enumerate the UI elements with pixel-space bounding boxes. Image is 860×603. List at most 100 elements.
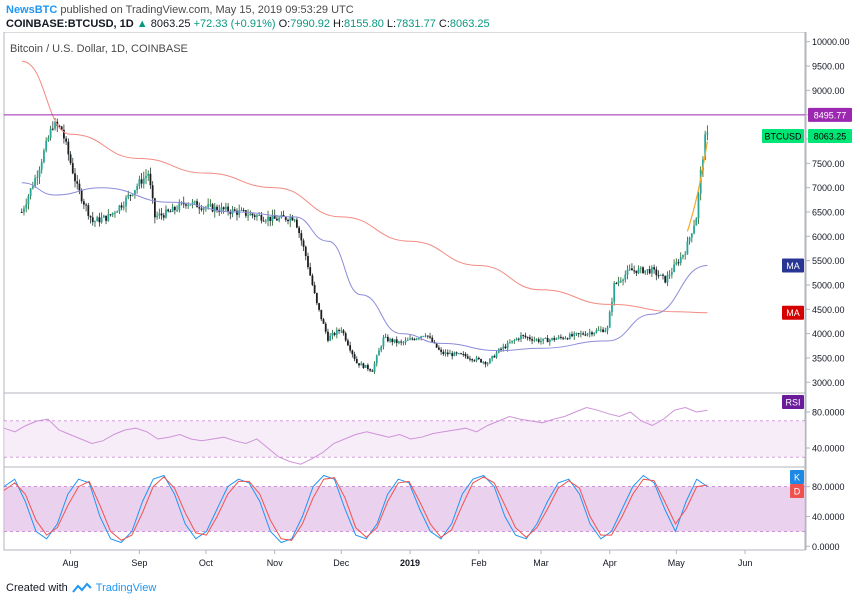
candle-body [469,358,471,360]
candle-body [682,255,684,258]
candle-body [413,339,416,341]
candle-body [173,206,176,211]
chart-area[interactable]: 3000.00 3500.00 4000.00 4500.00 5000.00 5500.… [0,32,860,577]
candle-body [65,138,68,142]
candle-body [25,204,28,209]
candle-body [258,215,261,217]
candle-body [635,270,638,274]
candle-body [178,203,181,210]
created-with-label: Created with [6,582,68,594]
candle-body [271,215,274,222]
svg-text:D: D [794,487,801,497]
candle-body [229,211,232,214]
candle-body [599,329,602,331]
candle-body [542,338,545,342]
stoch-d-tag: D [790,484,804,498]
candle-body [551,337,553,340]
candle-body [557,336,560,339]
candle-body [36,177,39,179]
candle-body [595,330,598,333]
candle-body [373,363,376,372]
candle-body [593,332,596,335]
candle-body [426,335,429,337]
candle-body [91,217,94,223]
candle-body [360,363,363,366]
candle-body [631,268,633,271]
candle-body [591,332,593,335]
candle-body [429,336,431,338]
candle-body [349,345,352,351]
candle-body [134,190,136,195]
tradingview-brand[interactable]: TradingView [95,582,157,594]
price-candles [20,117,709,374]
publisher-name[interactable]: NewsBTC [6,4,58,16]
axis-tags: 8495.77 BTCUSD 8063.25 MA MA RSI KD [762,107,852,498]
candle-body [675,262,678,265]
candle-body [216,206,218,211]
candle-body [102,215,105,218]
candle-body [78,183,81,191]
svg-text:MA: MA [786,261,800,271]
candle-body [43,150,45,163]
candle-body [98,217,101,223]
candle-body [626,269,629,275]
candle-body [276,218,278,221]
candle-body [333,332,336,335]
candle-body [668,274,671,276]
candle-body [586,333,589,336]
candle-body [89,215,92,218]
chart-title: Bitcoin / U.S. Dollar, 1D, COINBASE [10,43,188,55]
candle-body [491,355,494,359]
open-value: 7990.92 [290,18,330,30]
candle-body [247,215,249,217]
candle-body [244,210,247,216]
candle-body [444,352,447,354]
candle-body [611,301,613,313]
time-tick: Mar [533,558,549,568]
candle-body [475,357,478,361]
candle-body [284,216,287,220]
candle-body [688,237,691,242]
ma-fast-line [21,182,708,352]
candle-body [302,240,305,247]
candle-body [58,125,61,127]
candle-body [653,267,656,270]
stoch-d-line [3,476,708,541]
candle-body [94,221,96,223]
stoch-k-tag: K [790,470,804,484]
candle-body [353,354,356,360]
candle-body [597,329,600,331]
candle-body [71,163,74,174]
candle-body [560,336,562,338]
candle-body [298,227,301,234]
candle-body [489,358,491,364]
candle-body [105,215,107,221]
candle-body [227,206,230,212]
candle-body [511,340,514,343]
published-text: published on TradingView.com, May 15, 20… [60,4,354,16]
candle-body [158,213,161,216]
time-axis[interactable]: Aug Sep Oct Nov Dec 2019 Feb Mar Apr May Jun [63,550,753,568]
candle-body [684,254,687,256]
candle-body [573,333,576,337]
price-tick: 4000.00 [812,329,845,339]
stoch-tick: 0.0000 [812,542,840,552]
candle-body [704,134,707,160]
candle-body [233,209,236,211]
candle-body [693,225,695,234]
candle-body [311,275,314,285]
candle-body [211,204,214,212]
candle-body [313,284,316,294]
candle-body [295,219,298,228]
candle-body [291,217,294,221]
candle-body [54,121,56,129]
candle-body [508,342,511,344]
candle-body [466,356,469,359]
rsi-line [3,406,708,465]
candle-body [107,214,110,221]
candle-body [695,218,698,226]
candle-body [540,341,542,343]
candle-body [637,268,640,274]
candle-body [449,353,451,355]
svg-text:RSI: RSI [785,398,800,408]
